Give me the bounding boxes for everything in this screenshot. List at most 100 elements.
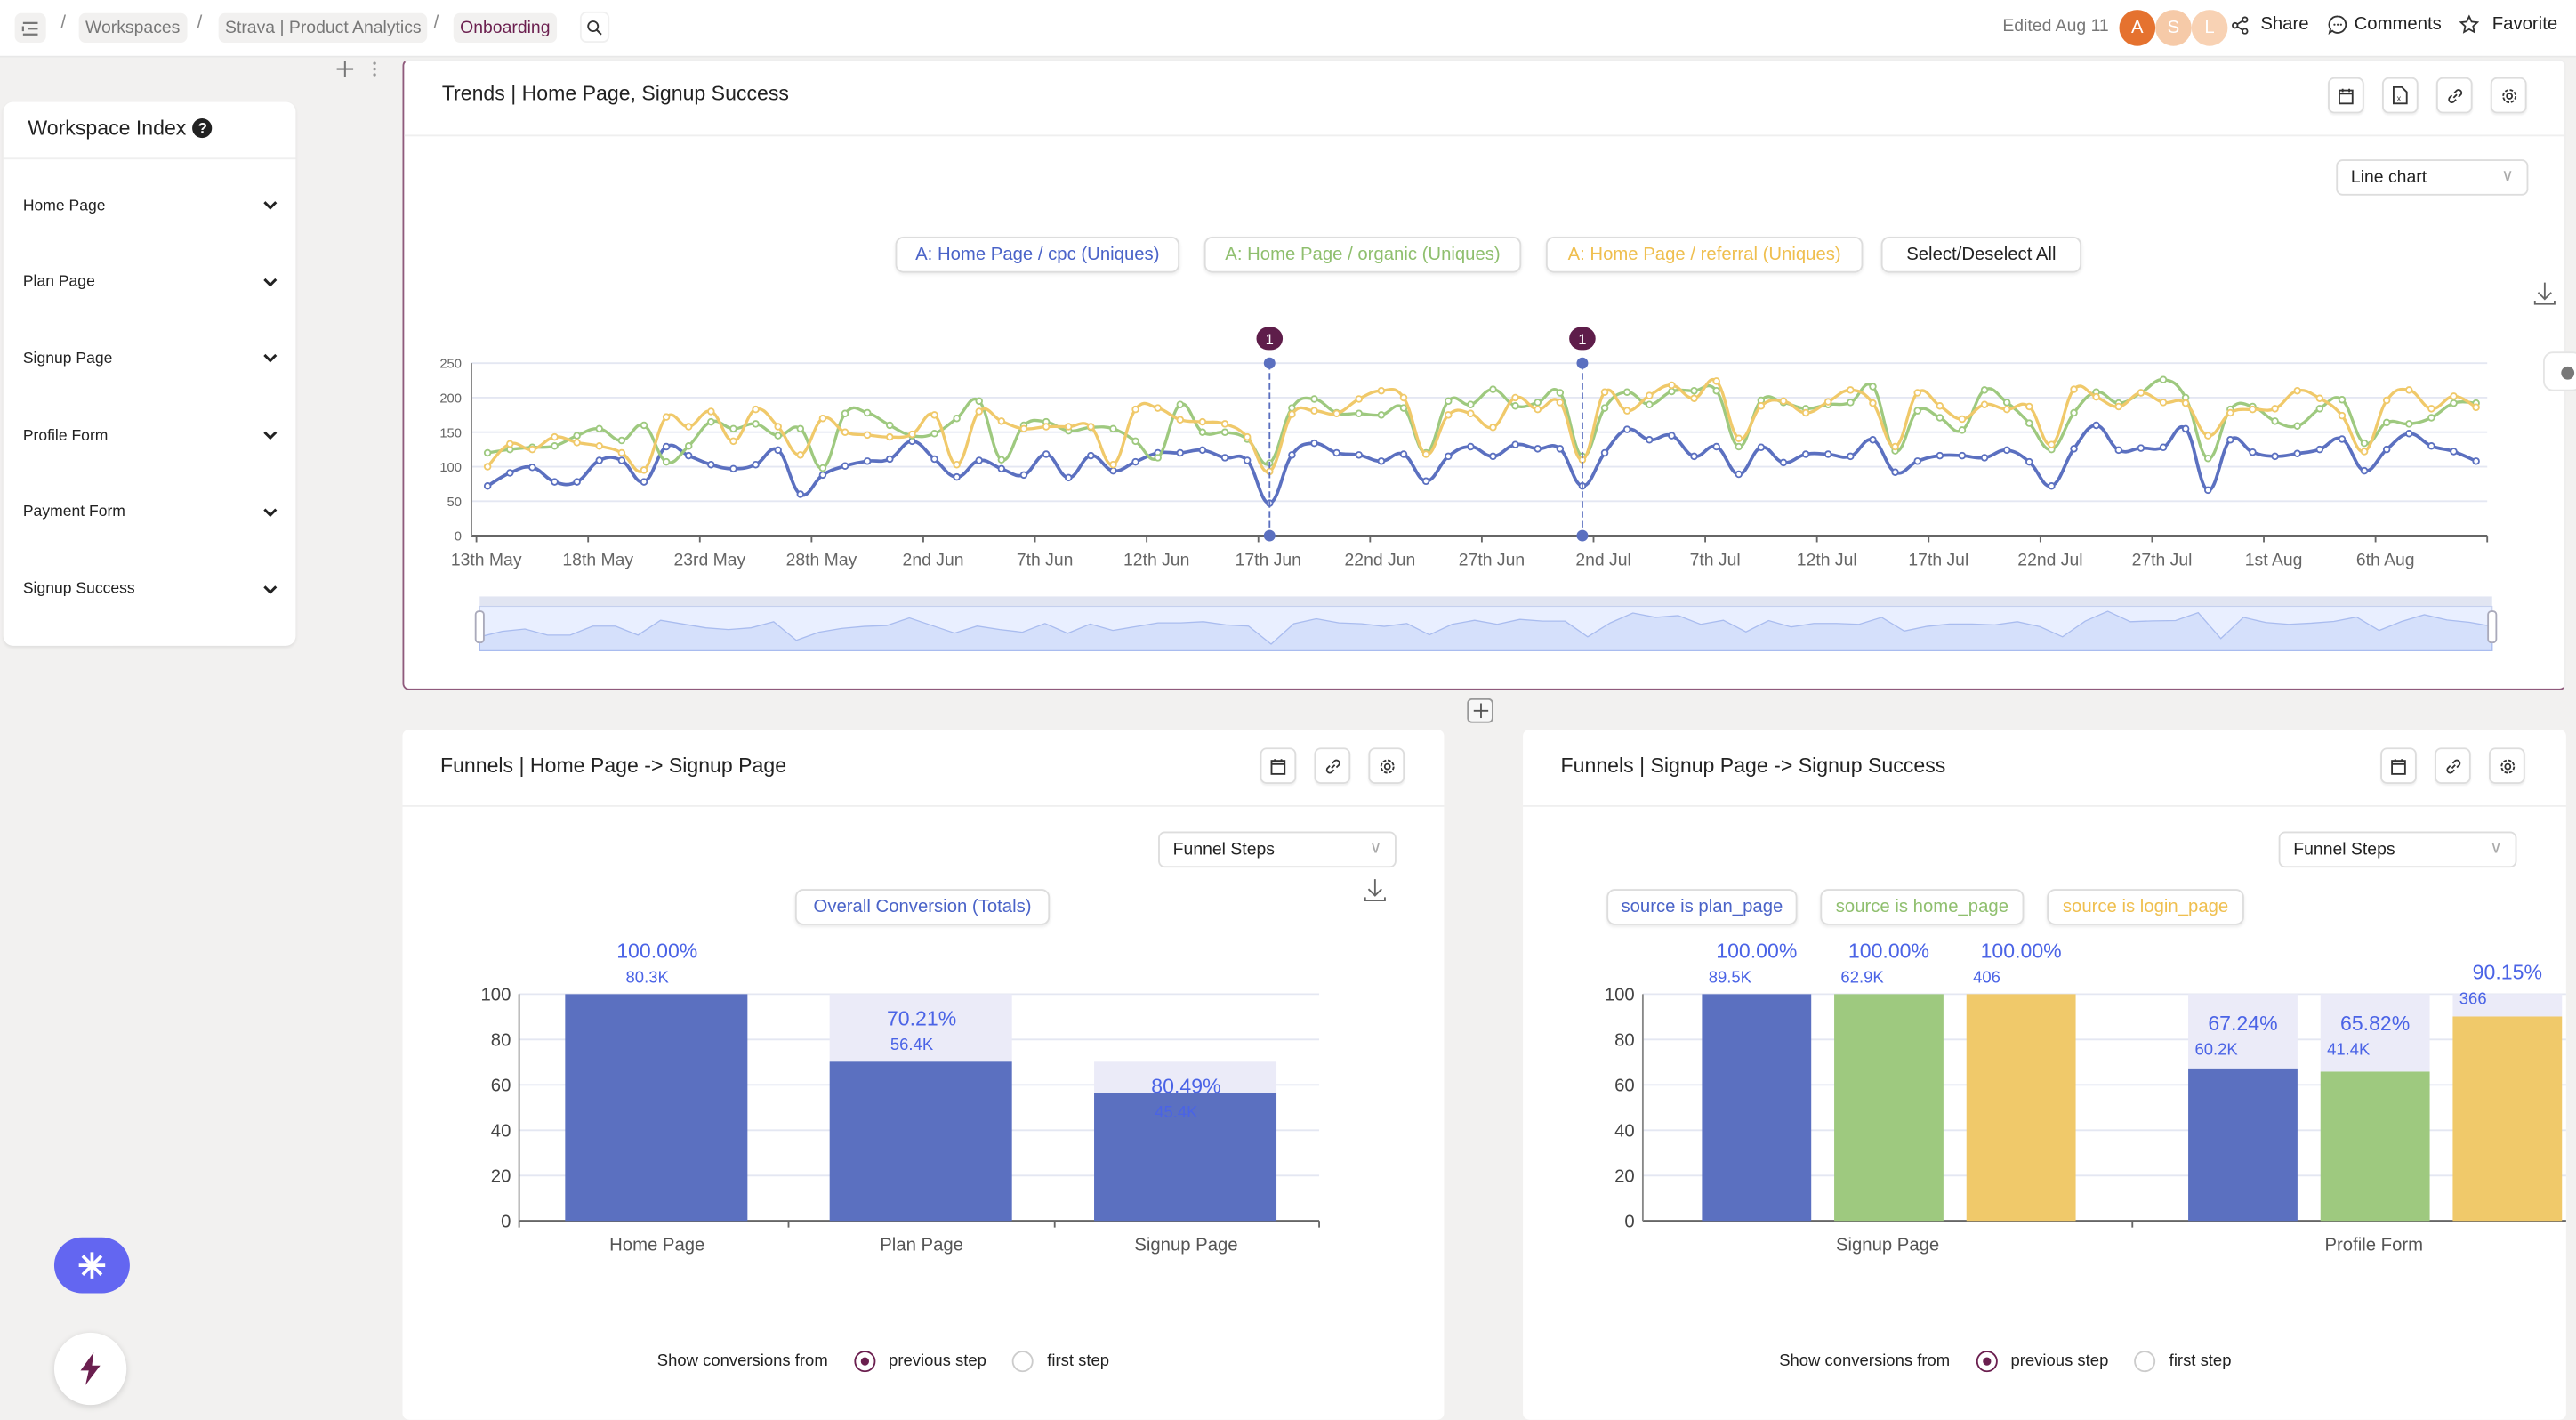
radio-first-step[interactable] [2134, 1351, 2156, 1373]
floating-chat-tab[interactable] [2543, 351, 2576, 391]
data-point [1712, 442, 1720, 451]
chat-icon [2561, 366, 2575, 380]
data-point [1646, 391, 1654, 399]
data-point [2226, 436, 2234, 444]
breadcrumb-current[interactable]: Onboarding [453, 12, 557, 44]
x-category-label: Profile Form [2325, 1235, 2424, 1255]
legend-toggle-referral[interactable]: A: Home Page / referral (Uniques) [1545, 236, 1864, 273]
funnel-view-dropdown[interactable]: Funnel Steps ∨ [2278, 831, 2517, 868]
x-tick-label: 17th Jun [1236, 550, 1301, 569]
sidebar-item[interactable]: Payment Form [23, 499, 278, 526]
y-tick-label: 80 [491, 1031, 511, 1051]
data-point [2048, 481, 2056, 490]
comments-button[interactable]: Comments [2328, 15, 2442, 35]
chevron-down-icon [263, 201, 278, 210]
data-point [841, 409, 849, 418]
breadcrumb-separator: / [197, 12, 203, 33]
legend-toggle-overall[interactable]: Overall Conversion (Totals) [794, 889, 1051, 925]
quick-actions-button[interactable] [53, 1332, 127, 1406]
sidebar-item[interactable]: Plan Page [23, 269, 278, 295]
legend-toggle-organic[interactable]: A: Home Page / organic (Uniques) [1203, 236, 1522, 273]
settings-button[interactable] [1368, 747, 1405, 784]
data-point [1891, 468, 1899, 476]
data-point [1019, 424, 1028, 433]
move-icon[interactable] [335, 59, 355, 78]
data-point [1377, 457, 1386, 465]
x-tick-label: 27th Jul [2132, 550, 2193, 569]
data-point [975, 397, 984, 406]
y-tick-label: 40 [1614, 1122, 1635, 1142]
sidebar-item-label: Signup Success [22, 579, 135, 599]
data-point [953, 460, 961, 469]
data-point [707, 460, 715, 469]
data-point [1355, 451, 1364, 459]
data-point [1534, 445, 1542, 453]
export-excel-button[interactable]: x [2382, 77, 2419, 114]
data-point [1064, 423, 1073, 431]
avatar[interactable]: A [2119, 10, 2156, 46]
settings-button[interactable] [2490, 77, 2527, 114]
x-tick-label: 2nd Jul [1575, 550, 1630, 569]
workspace-index-title: Workspace Index [28, 117, 187, 140]
bar-count-label: 89.5K [1709, 967, 1752, 986]
avatar[interactable]: L [2191, 10, 2228, 46]
data-point [1534, 405, 1542, 414]
annotation-badge-label: 1 [1578, 331, 1586, 348]
data-point [1980, 386, 1989, 394]
data-point [2002, 446, 2011, 455]
sidebar-item[interactable]: Home Page [23, 192, 278, 219]
sidebar-item[interactable]: Signup Success [23, 576, 278, 602]
copy-link-button[interactable] [2435, 77, 2473, 114]
assistant-button[interactable] [53, 1237, 130, 1294]
copy-link-button[interactable] [2435, 747, 2471, 784]
radio-previous-step[interactable] [854, 1351, 876, 1373]
data-point [1936, 402, 1944, 410]
top-bar: / Workspaces / Strava | Product Analytic… [0, 0, 2576, 58]
select-deselect-all-button[interactable]: Select/Deselect All [1880, 236, 2082, 273]
sidebar-toggle-button[interactable] [14, 12, 46, 44]
navigator-range-handle[interactable] [474, 610, 485, 644]
radio-first-step[interactable] [1012, 1351, 1034, 1373]
chart-type-dropdown[interactable]: Line chart ∨ [2336, 159, 2529, 196]
settings-button[interactable] [2489, 747, 2525, 784]
data-point [662, 457, 671, 466]
date-range-button[interactable] [1260, 747, 1297, 784]
link-icon [2445, 758, 2460, 773]
data-point [1421, 450, 1430, 458]
navigator-handle-bar [479, 596, 2492, 607]
trends-title: Trends | Home Page, Signup Success [441, 82, 789, 106]
radio-previous-step[interactable] [1976, 1351, 1998, 1373]
date-range-button[interactable] [2328, 77, 2364, 114]
data-point [1310, 407, 1318, 415]
share-button[interactable]: Share [2231, 15, 2309, 35]
legend-toggle-login-page[interactable]: source is login_page [2047, 889, 2244, 925]
data-point [997, 417, 1006, 425]
sidebar-item[interactable]: Profile Form [23, 423, 278, 449]
data-point [796, 490, 805, 498]
legend-toggle-home-page[interactable]: source is home_page [1820, 889, 2025, 925]
legend-toggle-cpc[interactable]: A: Home Page / cpc (Uniques) [895, 236, 1180, 273]
help-icon[interactable]: ? [192, 117, 213, 139]
more-options-icon[interactable] [370, 59, 380, 78]
download-icon[interactable] [1362, 877, 1389, 904]
data-point [2338, 435, 2347, 443]
download-icon[interactable] [2532, 281, 2558, 308]
divider [3, 157, 296, 160]
breadcrumb-workspaces[interactable]: Workspaces [78, 12, 187, 44]
funnel-view-dropdown[interactable]: Funnel Steps ∨ [1158, 831, 1397, 868]
divider [404, 134, 2565, 137]
sidebar-item[interactable]: Signup Page [23, 346, 278, 373]
avatar[interactable]: S [2155, 10, 2192, 46]
funnel-view-value: Funnel Steps [2293, 839, 2395, 859]
navigator-range-handle[interactable] [2487, 610, 2498, 644]
search-button[interactable] [579, 11, 610, 44]
sidebar-item-label: Home Page [22, 196, 106, 215]
date-range-button[interactable] [2380, 747, 2417, 784]
favorite-button[interactable]: Favorite [2459, 14, 2557, 35]
data-point [1600, 404, 1609, 412]
legend-toggle-plan-page[interactable]: source is plan_page [1606, 889, 1798, 925]
breadcrumb-project[interactable]: Strava | Product Analytics [218, 12, 429, 44]
copy-link-button[interactable] [1314, 747, 1351, 784]
data-point [2382, 418, 2391, 427]
add-widget-button[interactable] [1467, 698, 1493, 723]
